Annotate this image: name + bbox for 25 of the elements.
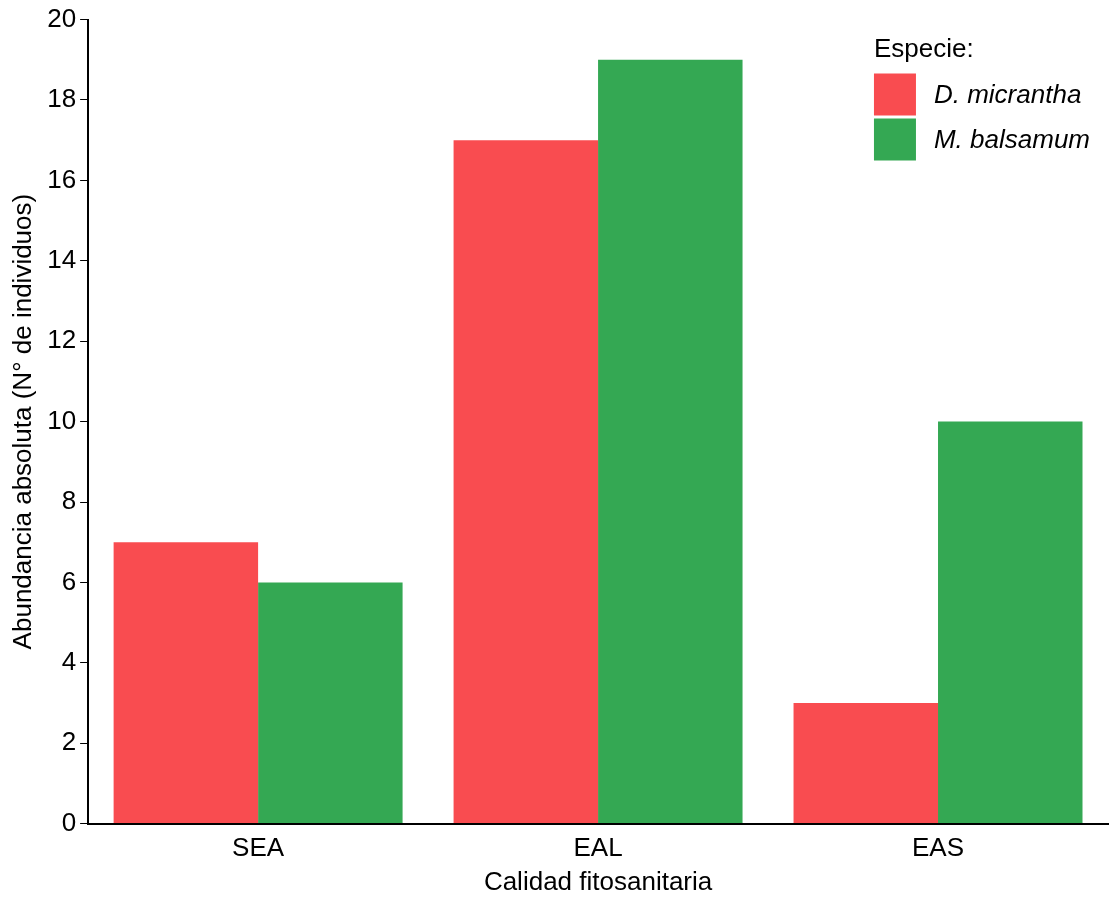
bar [113, 542, 259, 824]
x-tick-label: EAL [573, 832, 623, 863]
y-tick-label: 8 [61, 485, 77, 516]
x-tick-label: EAS [912, 832, 965, 863]
legend-title: Especie: [873, 32, 974, 63]
x-tick-label: SEA [232, 832, 285, 863]
bar [793, 703, 939, 824]
bar [453, 140, 599, 824]
bar [938, 421, 1083, 824]
y-tick-label: 10 [47, 404, 77, 435]
y-tick-label: 0 [61, 806, 77, 837]
y-tick-label: 12 [47, 324, 77, 355]
legend-label: D. micrantha [933, 78, 1082, 109]
y-tick-label: 6 [61, 565, 77, 596]
y-tick-label: 16 [47, 163, 77, 194]
x-axis-title: Calidad fitosanitaria [483, 865, 713, 896]
bar [598, 59, 743, 824]
y-tick-label: 20 [47, 2, 77, 33]
y-tick-label: 4 [61, 645, 77, 676]
legend-label: M. balsamum [933, 123, 1091, 154]
y-tick-label: 2 [61, 726, 77, 757]
y-tick-label: 14 [47, 243, 77, 274]
bar [258, 582, 403, 824]
y-axis-title: Abundancia absoluta (N° de individuos) [6, 193, 37, 650]
y-tick-label: 18 [47, 83, 77, 114]
